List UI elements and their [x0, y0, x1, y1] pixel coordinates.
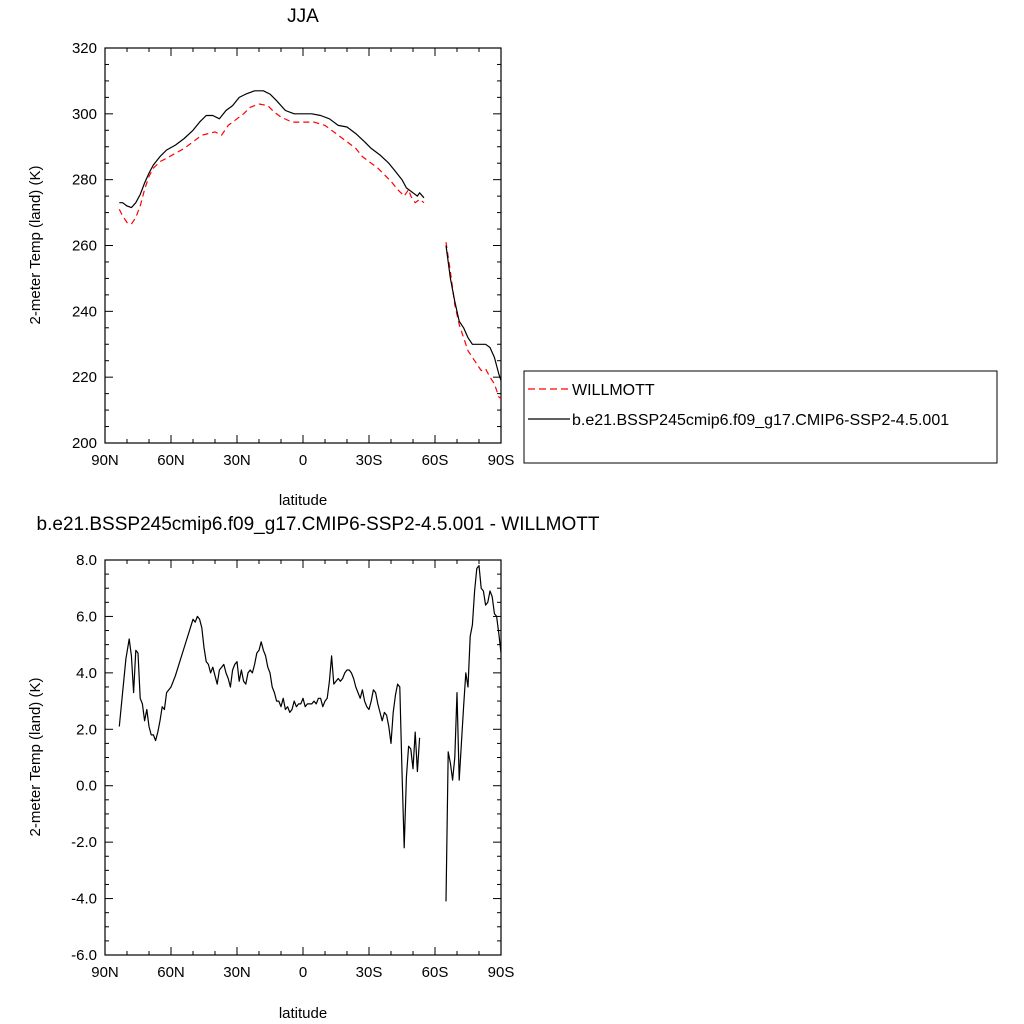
x-tick-label: 60S: [422, 964, 449, 981]
y-tick-label: 8.0: [76, 552, 97, 569]
series-line-1: [119, 90, 425, 209]
x-tick-label: 30N: [223, 964, 251, 981]
y-tick-label: -4.0: [71, 891, 97, 908]
x-tick-label: 0: [299, 452, 307, 469]
y-tick-label: 300: [72, 106, 97, 123]
legend-box: [523, 370, 998, 464]
x-tick-label: 30S: [356, 452, 383, 469]
x-tick-label: 90S: [488, 964, 515, 981]
series-lines: [118, 90, 502, 400]
x-tick-label: 60N: [157, 452, 185, 469]
x-tick-label: 90S: [488, 452, 515, 469]
x-tick-label: 90N: [91, 964, 119, 981]
y-tick-label: 280: [72, 172, 97, 189]
y-tick-label: 4.0: [76, 665, 97, 682]
y-tick-label: 6.0: [76, 608, 97, 625]
panel-bottom: b.e21.BSSP245cmip6.f09_g17.CMIP6-SSP2-4.…: [27, 514, 600, 1022]
y-tick-label: -2.0: [71, 834, 97, 851]
y-tick-label: 200: [72, 435, 97, 452]
y-tick-label: 2.0: [76, 721, 97, 738]
y-tick-label: 0.0: [76, 778, 97, 795]
legend-label-willmott: WILLMOTT: [572, 382, 655, 399]
y-axis-label: 2-meter Temp (land) (K): [27, 166, 44, 325]
y-tick-label: 260: [72, 238, 97, 255]
chart-title: b.e21.BSSP245cmip6.f09_g17.CMIP6-SSP2-4.…: [37, 514, 600, 535]
x-tick-label: 30S: [356, 964, 383, 981]
y-tick-label: -6.0: [71, 947, 97, 964]
x-tick-label: 90N: [91, 452, 119, 469]
legend-label-model: b.e21.BSSP245cmip6.f09_g17.CMIP6-SSP2-4.…: [572, 412, 949, 429]
panel-top: JJA 2-meter Temp (land) (K) latitude 90N…: [27, 6, 998, 509]
legend: WILLMOTT b.e21.BSSP245cmip6.f09_g17.CMIP…: [523, 370, 998, 464]
series-line-0: [445, 242, 502, 400]
x-tick-label: 60S: [422, 452, 449, 469]
series-line-0: [118, 615, 421, 849]
x-tick-label: 0: [299, 964, 307, 981]
x-tick-label: 60N: [157, 964, 185, 981]
y-tick-label: 220: [72, 369, 97, 386]
chart-title: JJA: [287, 6, 319, 27]
axes-frame: 90N 60N 30N 0 30S 60S 90S 200 220 240 260 280 300 320: [72, 40, 514, 469]
y-tick-label: 240: [72, 303, 97, 320]
x-tick-label: 30N: [223, 452, 251, 469]
x-axis-label: latitude: [279, 1005, 327, 1022]
x-axis-label: latitude: [279, 492, 327, 509]
series-line-0: [445, 564, 502, 902]
series-lines: [118, 564, 502, 902]
series-line-0: [118, 103, 425, 225]
axes-frame: 90N 60N 30N 0 30S 60S 90S -6.0 -4.0 -2.0 0.0 2.0 4.0…: [71, 552, 514, 981]
y-axis-label: 2-meter Temp (land) (K): [27, 678, 44, 837]
plot-frame: [104, 47, 502, 444]
series-line-1: [445, 245, 502, 381]
y-tick-label: 320: [72, 40, 97, 57]
plot-frame: [104, 559, 502, 956]
